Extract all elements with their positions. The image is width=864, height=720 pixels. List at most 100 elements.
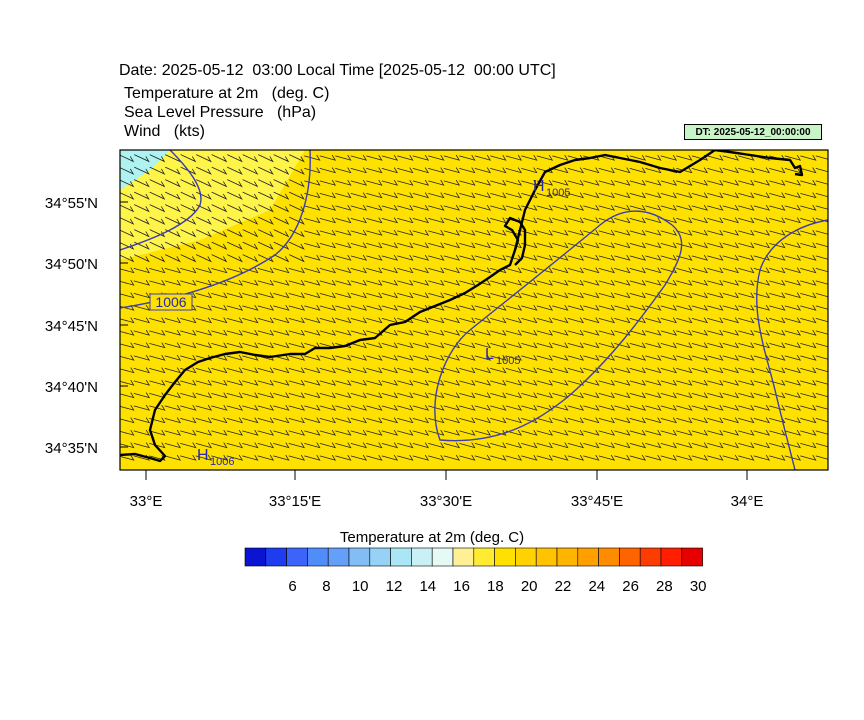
wind-barb (319, 392, 337, 399)
wind-barb (134, 166, 150, 175)
wind-barb (195, 267, 213, 274)
wind-barb (226, 329, 244, 336)
wind-barb (753, 329, 771, 336)
wind-barb (443, 304, 461, 311)
wind-barb (257, 267, 275, 274)
wind-barb (428, 179, 445, 186)
wind-barb (242, 329, 259, 336)
wind-barb (629, 329, 647, 336)
wind-barb (242, 354, 259, 361)
wind-barb (319, 204, 337, 211)
wind-barb (211, 279, 228, 286)
wind-barb (614, 379, 631, 386)
wind-barb (629, 217, 647, 224)
wind-barb (180, 154, 197, 163)
wind-barb (707, 404, 724, 411)
wind-barb (443, 279, 461, 286)
wind-barb (800, 317, 817, 324)
wind-barb (784, 217, 802, 224)
map-frame (119, 149, 829, 471)
wind-barb (443, 367, 461, 374)
wind-barb (583, 404, 600, 411)
wind-barb (707, 392, 724, 399)
wind-barb (676, 304, 693, 311)
wind-barb (583, 342, 600, 349)
wind-barb (211, 442, 228, 449)
wind-barb (614, 429, 631, 436)
wind-barb (505, 179, 523, 186)
wind-barb (800, 179, 817, 186)
wind-barb (567, 417, 585, 424)
wind-barb (335, 417, 352, 424)
wind-barb (180, 317, 197, 324)
wind-barb (149, 267, 166, 274)
wind-barb (149, 367, 166, 374)
wind-barb (335, 429, 352, 436)
wind-barb (490, 454, 507, 461)
lat-label: 34°50'N (45, 256, 98, 273)
wind-barb (567, 254, 585, 261)
wind-barb (536, 354, 554, 361)
colorbar-tick-label: 26 (622, 578, 639, 595)
wind-barb (335, 279, 352, 286)
wind-barb (598, 342, 616, 349)
wind-barb (242, 216, 259, 225)
colorbar-swatch (307, 547, 329, 567)
wind-barb (459, 342, 476, 349)
wind-barb (676, 404, 693, 411)
wind-barb (536, 442, 554, 449)
wind-barb (443, 404, 461, 411)
wind-barb (257, 279, 275, 286)
wind-barb (443, 442, 461, 449)
wind-barb (288, 342, 306, 349)
wind-barb (614, 217, 631, 224)
wind-barb (335, 317, 352, 324)
wind-barb (800, 442, 817, 449)
wind-barb (660, 154, 678, 161)
wind-barb (257, 292, 275, 299)
wind-barb (381, 192, 399, 199)
wind-barb (552, 217, 569, 224)
wind-barb (180, 354, 197, 361)
wind-barb (800, 392, 817, 399)
colorbar-swatch (639, 547, 662, 567)
wind-barb (552, 267, 569, 274)
wind-barb (211, 166, 228, 175)
wind-barb (350, 192, 368, 199)
wind-barb (629, 229, 647, 236)
wind-barb (226, 404, 244, 411)
wind-barb (629, 454, 647, 461)
wind-barb (583, 229, 600, 236)
wind-barb (521, 442, 538, 449)
wind-barb (722, 154, 740, 161)
wind-barb (412, 342, 430, 349)
wind-barb (412, 442, 430, 449)
wind-barb (815, 417, 828, 423)
wind-barb (258, 229, 274, 238)
high-pressure-marker: H (533, 178, 545, 195)
wind-barb (459, 379, 476, 386)
lat-label: 34°45'N (45, 318, 98, 335)
wind-barb (319, 192, 337, 199)
wind-barb (211, 317, 228, 324)
wind-barb (366, 217, 383, 224)
wind-barb (490, 204, 507, 211)
wind-barb (381, 292, 399, 299)
wind-barb (784, 179, 802, 186)
wind-barb (583, 317, 600, 324)
wind-barb (815, 217, 828, 223)
wind-barb (815, 205, 828, 210)
wind-barb (536, 329, 554, 336)
wind-barb (738, 217, 755, 224)
wind-barb (242, 367, 259, 374)
wind-barb (676, 429, 693, 436)
wind-barb (490, 242, 507, 249)
wind-barb (381, 342, 399, 349)
wind-barb (645, 354, 662, 361)
wind-barb (645, 267, 662, 274)
wind-barb (815, 267, 828, 273)
wind-barb (722, 442, 740, 449)
wind-barb (381, 379, 399, 386)
wind-barb (149, 216, 166, 225)
wind-barb (397, 179, 414, 186)
